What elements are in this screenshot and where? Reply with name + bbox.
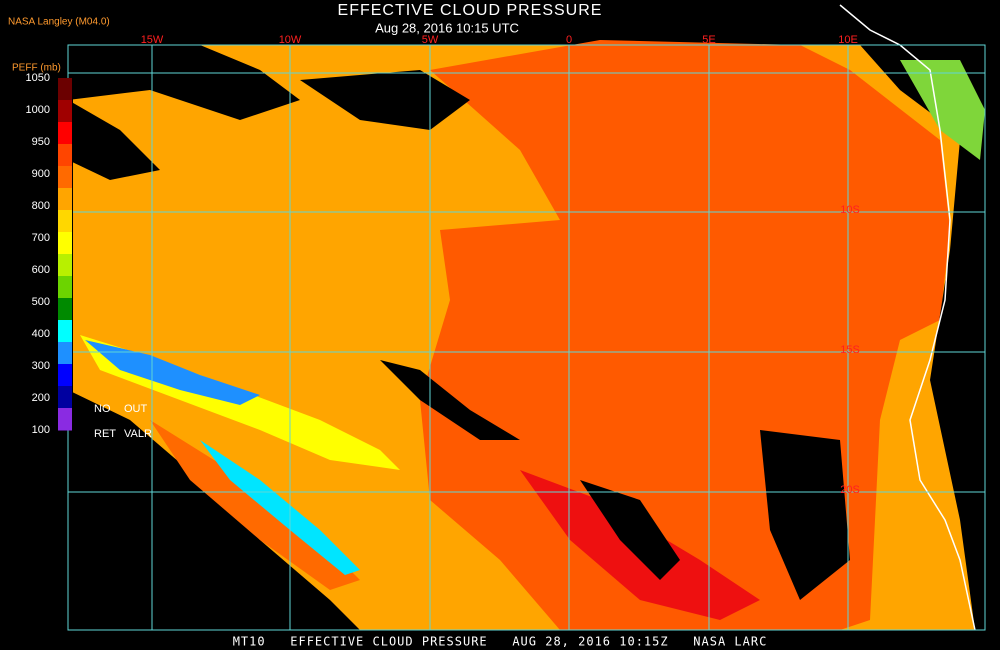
colorbar-swatch [58,320,72,343]
longitude-label: 0 [566,34,572,46]
latitude-label: 20S [840,484,860,496]
colorbar-label: PEFF (mb) [12,63,61,74]
colorbar-tick-label: 500 [32,296,50,308]
legend-text: VALR [124,428,152,440]
colorbar: 1050 1000 950 900 800 700 600 500 400 300 200 100 [26,72,72,436]
legend-text: NO [94,403,111,415]
colorbar-swatch [58,342,72,365]
longitude-label: 10W [279,34,302,46]
longitude-label: 15W [141,34,164,46]
cloud-midlow [420,40,950,630]
colorbar-swatch [58,166,72,189]
longitude-label: 5W [422,34,439,46]
colorbar-swatch [58,298,72,321]
colorbar-swatch [58,122,72,145]
legend-text: OUT [124,403,148,415]
colorbar-tick-label: 900 [32,168,50,180]
clear-sky [580,480,680,580]
colorbar-tick-label: 1050 [26,72,50,84]
colorbar-tick-label: 400 [32,328,50,340]
colorbar-swatch [58,276,72,299]
cloud-green [900,60,985,160]
colorbar-swatch [58,232,72,255]
footer: MT10 EFFECTIVE CLOUD PRESSURE AUG 28, 20… [233,635,768,649]
colorbar-tick-label: 300 [32,360,50,372]
colorbar-swatch [58,188,72,211]
longitude-label: 10E [838,34,858,46]
colorbar-tick-label: 200 [32,392,50,404]
clear-sky [68,45,300,120]
cloud-cyan [200,440,360,575]
colorbar-tick-label: 1000 [26,104,50,116]
latitude-label: 15S [840,344,860,356]
colorbar-tick-label: 600 [32,264,50,276]
colorbar-tick-label: 800 [32,200,50,212]
legend-text: RET [94,428,116,440]
clear-sky [68,100,160,180]
source: NASA Langley (M04.0) [8,17,110,28]
colorbar-swatch [58,254,72,277]
clear-sky [760,430,850,600]
colorbar-swatch [58,386,72,409]
subtitle: Aug 28, 2016 10:15 UTC [375,20,519,35]
cloud-midlow [150,420,360,590]
colorbar-swatch [58,408,72,431]
cloud-field [68,4,985,631]
colorbar-swatch [58,364,72,387]
colorbar-swatch [58,100,72,123]
longitude-label: 5E [702,34,715,46]
colorbar-tick-label: 950 [32,136,50,148]
colorbar-swatch [58,144,72,167]
clear-sky [380,360,520,440]
colorbar-tick-label: 700 [32,232,50,244]
clear-sky [300,70,470,130]
latitude-label: 10S [840,204,860,216]
colorbar-swatch [58,78,72,101]
title: EFFECTIVE CLOUD PRESSURE [338,2,603,19]
colorbar-swatch [58,210,72,233]
clear-sky [68,390,360,630]
land [930,45,985,630]
graticule: 15W 10W 5W 0 5E 10E 10S 15S 20S [67,34,986,631]
colorbar-tick-label: 100 [32,424,50,436]
cloud-blue [85,340,260,405]
